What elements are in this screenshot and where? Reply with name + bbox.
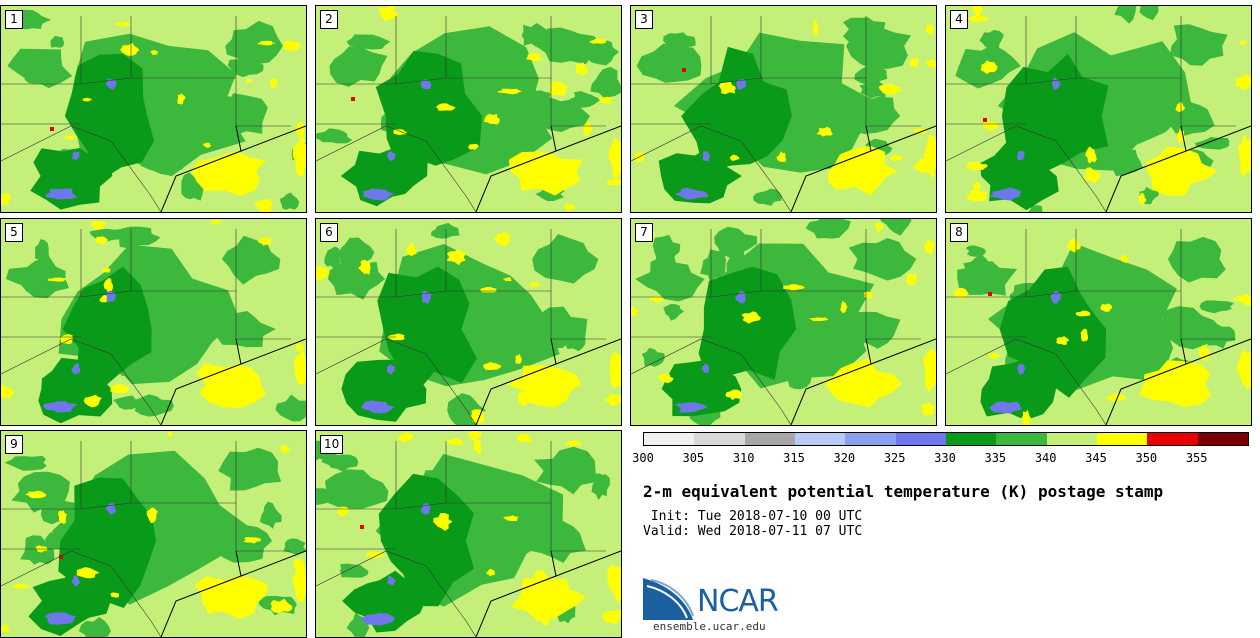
- ncar-logo-icon: [643, 578, 694, 620]
- colorbar-swatch: [895, 433, 946, 445]
- member-number-label: 6: [320, 223, 338, 242]
- ncar-logo-text: NCAR: [697, 584, 779, 619]
- member-number-label: 3: [635, 10, 653, 29]
- member-number-label: 9: [5, 435, 23, 454]
- colorbar-tick-label: 305: [682, 451, 705, 465]
- colorbar-tick-label: 325: [883, 451, 906, 465]
- ensemble-member-map: 7: [630, 218, 937, 426]
- member-number-label: 2: [320, 10, 338, 29]
- colorbar-tick-label: 300: [632, 451, 654, 465]
- ensemble-member-map: 10: [315, 430, 622, 638]
- member-number-label: 8: [950, 223, 968, 242]
- colorbar-swatch: [945, 433, 997, 445]
- ensemble-member-map: 8: [945, 218, 1252, 426]
- colorbar-tick-label: 345: [1085, 451, 1107, 465]
- valid-time: Valid: Wed 2018-07-11 07 UTC: [643, 524, 863, 539]
- colorbar-swatch: [1046, 433, 1097, 445]
- ensemble-member-map: 6: [315, 218, 622, 426]
- colorbar-tick-label: 335: [984, 451, 1007, 465]
- colorbar-tick-label: 350: [1135, 451, 1158, 465]
- colorbar: [643, 432, 1249, 446]
- ensemble-member-map: 5: [0, 218, 307, 426]
- colorbar-swatch: [996, 433, 1047, 445]
- ensemble-member-map: 1: [0, 5, 307, 213]
- colorbar-swatch: [644, 433, 695, 445]
- colorbar-swatch: [1096, 433, 1148, 445]
- ensemble-member-map: 4: [945, 5, 1252, 213]
- colorbar-tick-label: 340: [1034, 451, 1057, 465]
- init-time: Init: Tue 2018-07-10 00 UTC: [643, 509, 863, 524]
- colorbar-swatch: [1197, 433, 1248, 445]
- colorbar-swatch: [1147, 433, 1198, 445]
- ensemble-member-map: 2: [315, 5, 622, 213]
- ensemble-member-map: 3: [630, 5, 937, 213]
- colorbar-tick-label: 330: [934, 451, 956, 465]
- site-url: ensemble.ucar.edu: [653, 620, 766, 633]
- colorbar-swatch: [694, 433, 745, 445]
- member-number-label: 5: [5, 223, 23, 242]
- colorbar-tick-label: 315: [783, 451, 805, 465]
- colorbar-swatch: [845, 433, 896, 445]
- colorbar-swatch: [744, 433, 795, 445]
- colorbar-tick-label: 320: [833, 451, 856, 465]
- member-number-label: 4: [950, 10, 968, 29]
- colorbar-tick-label: 355: [1185, 451, 1208, 465]
- colorbar-tick-label: 310: [732, 451, 755, 465]
- member-number-label: 1: [5, 10, 23, 29]
- ensemble-member-map: 9: [0, 430, 307, 638]
- member-number-label: 10: [320, 435, 344, 454]
- colorbar-swatch: [794, 433, 846, 445]
- plot-title: 2-m equivalent potential temperature (K)…: [643, 482, 1164, 501]
- member-number-label: 7: [635, 223, 653, 242]
